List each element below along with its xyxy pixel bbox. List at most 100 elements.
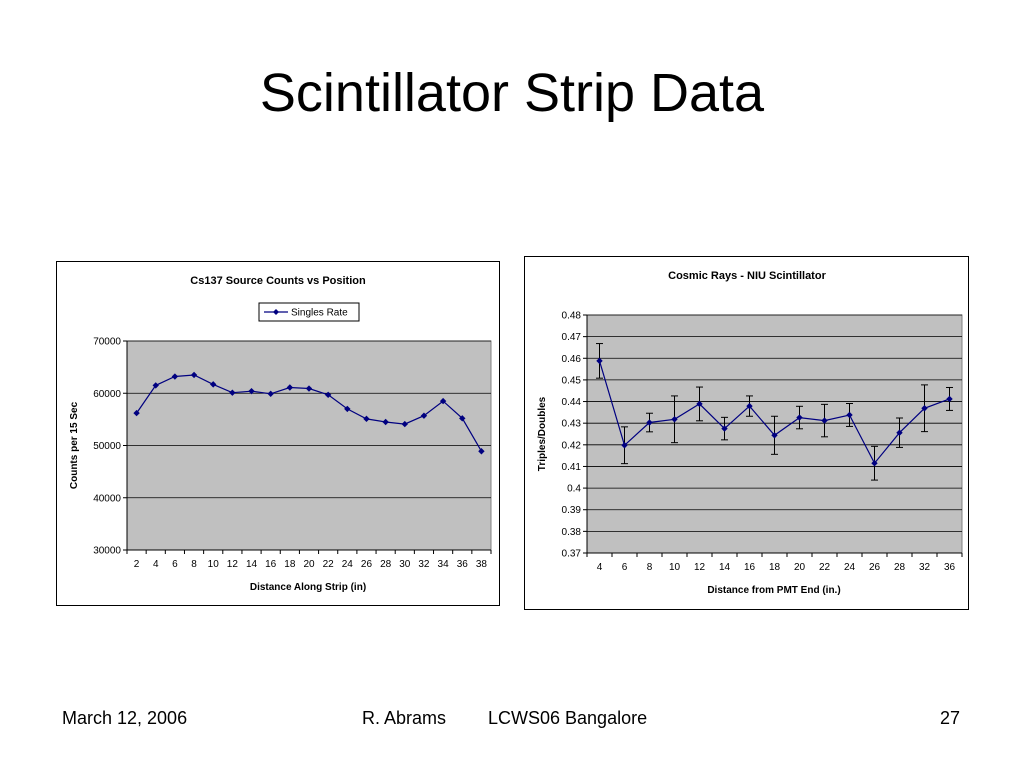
data-point <box>821 417 828 424</box>
data-point <box>382 418 389 426</box>
data-point <box>746 402 753 410</box>
y-tick-label: 0.38 <box>562 527 582 538</box>
x-tick-label: 6 <box>172 559 178 570</box>
x-tick-label: 32 <box>919 562 931 573</box>
data-point <box>846 411 853 419</box>
legend-label: Singles Rate <box>291 308 348 319</box>
x-tick-label: 36 <box>944 562 956 573</box>
data-point <box>696 400 703 408</box>
x-tick-label: 38 <box>476 559 488 570</box>
x-tick-label: 24 <box>844 562 856 573</box>
data-point <box>210 381 217 388</box>
footer-conference: LCWS06 Bangalore <box>488 708 648 728</box>
cosmic-rays-chart: Cosmic Rays - NIU Scintillator 0.37 0.38 0.… <box>524 256 969 610</box>
y-tick-label: 30000 <box>93 546 121 557</box>
data-point <box>171 373 179 380</box>
y-axis-title: Counts per 15 Sec <box>69 401 80 489</box>
chart-title: Cs137 Source Counts vs Position <box>190 275 366 287</box>
cs137-chart-svg: Cs137 Source Counts vs Position 30000 4000… <box>69 275 492 593</box>
footer-date: March 12, 2006 <box>62 708 188 728</box>
y-tick-label: 50000 <box>93 441 121 452</box>
x-tick-label: 8 <box>191 559 197 570</box>
data-point <box>871 460 878 467</box>
x-tick-label: 34 <box>438 559 450 570</box>
data-point <box>152 382 159 389</box>
x-tick-label: 32 <box>418 559 430 570</box>
y-tick-label: 0.39 <box>562 505 582 516</box>
data-point <box>946 395 953 403</box>
x-tick-label: 16 <box>744 562 756 573</box>
data-point <box>267 390 274 397</box>
x-tick-label: 14 <box>719 562 731 573</box>
y-tick-label: 0.48 <box>562 311 582 322</box>
y-tick-label: 70000 <box>93 337 121 348</box>
x-axis-title: Distance from PMT End (in.) <box>707 585 840 596</box>
y-tick-label: 0.46 <box>562 354 582 365</box>
x-tick-label: 18 <box>284 559 296 570</box>
x-tick-label: 26 <box>361 559 373 570</box>
data-point <box>621 442 628 449</box>
x-tick-label: 4 <box>597 562 603 573</box>
data-point <box>771 432 778 439</box>
y-axis-title: Triples/Doubles <box>537 396 548 471</box>
data-point <box>646 419 653 426</box>
y-tick-label: 0.4 <box>567 484 581 495</box>
data-point <box>896 429 903 436</box>
x-tick-label: 8 <box>647 562 653 573</box>
legend-box <box>258 302 360 322</box>
x-tick-label: 22 <box>819 562 831 573</box>
x-tick-label: 2 <box>134 559 140 570</box>
x-tick-label: 28 <box>380 559 392 570</box>
data-point <box>286 384 294 391</box>
data-point <box>133 409 140 417</box>
cosmic-rays-chart-svg: Cosmic Rays - NIU Scintillator 0.37 0.38 0.… <box>537 270 963 596</box>
x-axis-title: Distance Along Strip (in) <box>250 582 366 593</box>
x-tick-label: 30 <box>399 559 411 570</box>
x-tick-label: 12 <box>227 559 239 570</box>
cs137-chart: Cs137 Source Counts vs Position 30000 4000… <box>56 261 500 606</box>
y-tick-label: 40000 <box>93 493 121 504</box>
data-point <box>921 405 928 412</box>
chart-title: Cosmic Rays - NIU Scintillator <box>668 270 826 282</box>
x-tick-label: 18 <box>769 562 781 573</box>
data-point <box>305 385 313 392</box>
data-point <box>248 387 255 395</box>
x-tick-label: 20 <box>794 562 806 573</box>
x-tick-label: 14 <box>246 559 258 570</box>
x-tick-label: 24 <box>342 559 354 570</box>
data-point <box>229 389 236 396</box>
slide-title: Scintillator Strip Data <box>259 63 765 123</box>
data-point <box>324 391 332 399</box>
data-point <box>671 416 678 423</box>
data-point <box>596 357 603 365</box>
data-point <box>439 397 447 405</box>
x-tick-label: 12 <box>694 562 706 573</box>
data-point <box>796 414 803 421</box>
x-tick-label: 28 <box>894 562 906 573</box>
x-tick-label: 4 <box>153 559 159 570</box>
data-point <box>401 420 408 428</box>
x-tick-label: 36 <box>457 559 469 570</box>
data-point <box>459 415 466 422</box>
y-tick-label: 0.43 <box>562 419 582 430</box>
x-tick-label: 10 <box>669 562 681 573</box>
y-tick-label: 0.37 <box>562 549 582 560</box>
data-point <box>363 415 370 423</box>
legend-marker <box>273 309 279 315</box>
y-tick-label: 0.41 <box>562 462 582 473</box>
x-tick-label: 16 <box>265 559 277 570</box>
data-point <box>190 371 198 379</box>
y-tick-label: 0.45 <box>562 375 582 386</box>
x-tick-label: 20 <box>303 559 315 570</box>
y-tick-label: 0.44 <box>562 397 582 408</box>
y-tick-label: 0.47 <box>562 332 582 343</box>
data-point <box>344 405 351 413</box>
x-tick-label: 6 <box>622 562 628 573</box>
data-point <box>478 448 485 455</box>
x-tick-label: 22 <box>323 559 335 570</box>
y-tick-label: 0.42 <box>562 440 582 451</box>
y-tick-label: 60000 <box>93 389 121 400</box>
data-point <box>721 425 728 432</box>
x-tick-label: 26 <box>869 562 881 573</box>
footer-author: R. Abrams <box>362 708 447 728</box>
